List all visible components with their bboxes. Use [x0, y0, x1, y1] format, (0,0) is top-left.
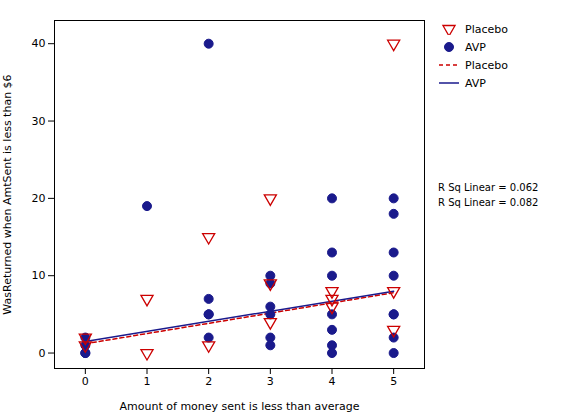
svg-text:30: 30 — [32, 115, 46, 128]
svg-text:20: 20 — [32, 192, 46, 205]
html-text:AVP: AVP — [465, 40, 486, 54]
svg-text:0: 0 — [82, 375, 89, 388]
svg-text:2: 2 — [205, 375, 212, 388]
html-text:Placebo: Placebo — [465, 58, 508, 72]
svg-text:0: 0 — [39, 347, 46, 360]
svg-text:3: 3 — [267, 375, 274, 388]
html-text:R Sq Linear = 0.082: R Sq Linear = 0.082 — [438, 197, 539, 208]
svg-text:40: 40 — [32, 37, 46, 50]
svg-text:WasReturned when AmtSent is le: WasReturned when AmtSent is less than $6 — [1, 74, 14, 314]
svg-text:Amount of money sent is less t: Amount of money sent is less than averag… — [120, 400, 360, 412]
html-text:AVP: AVP — [465, 76, 486, 90]
html-text:Placebo: Placebo — [465, 22, 508, 36]
html-text:R Sq Linear = 0.062: R Sq Linear = 0.062 — [438, 182, 539, 193]
svg-text:10: 10 — [32, 269, 46, 282]
svg-text:5: 5 — [390, 375, 397, 388]
svg-text:4: 4 — [329, 375, 336, 388]
svg-text:1: 1 — [144, 375, 151, 388]
